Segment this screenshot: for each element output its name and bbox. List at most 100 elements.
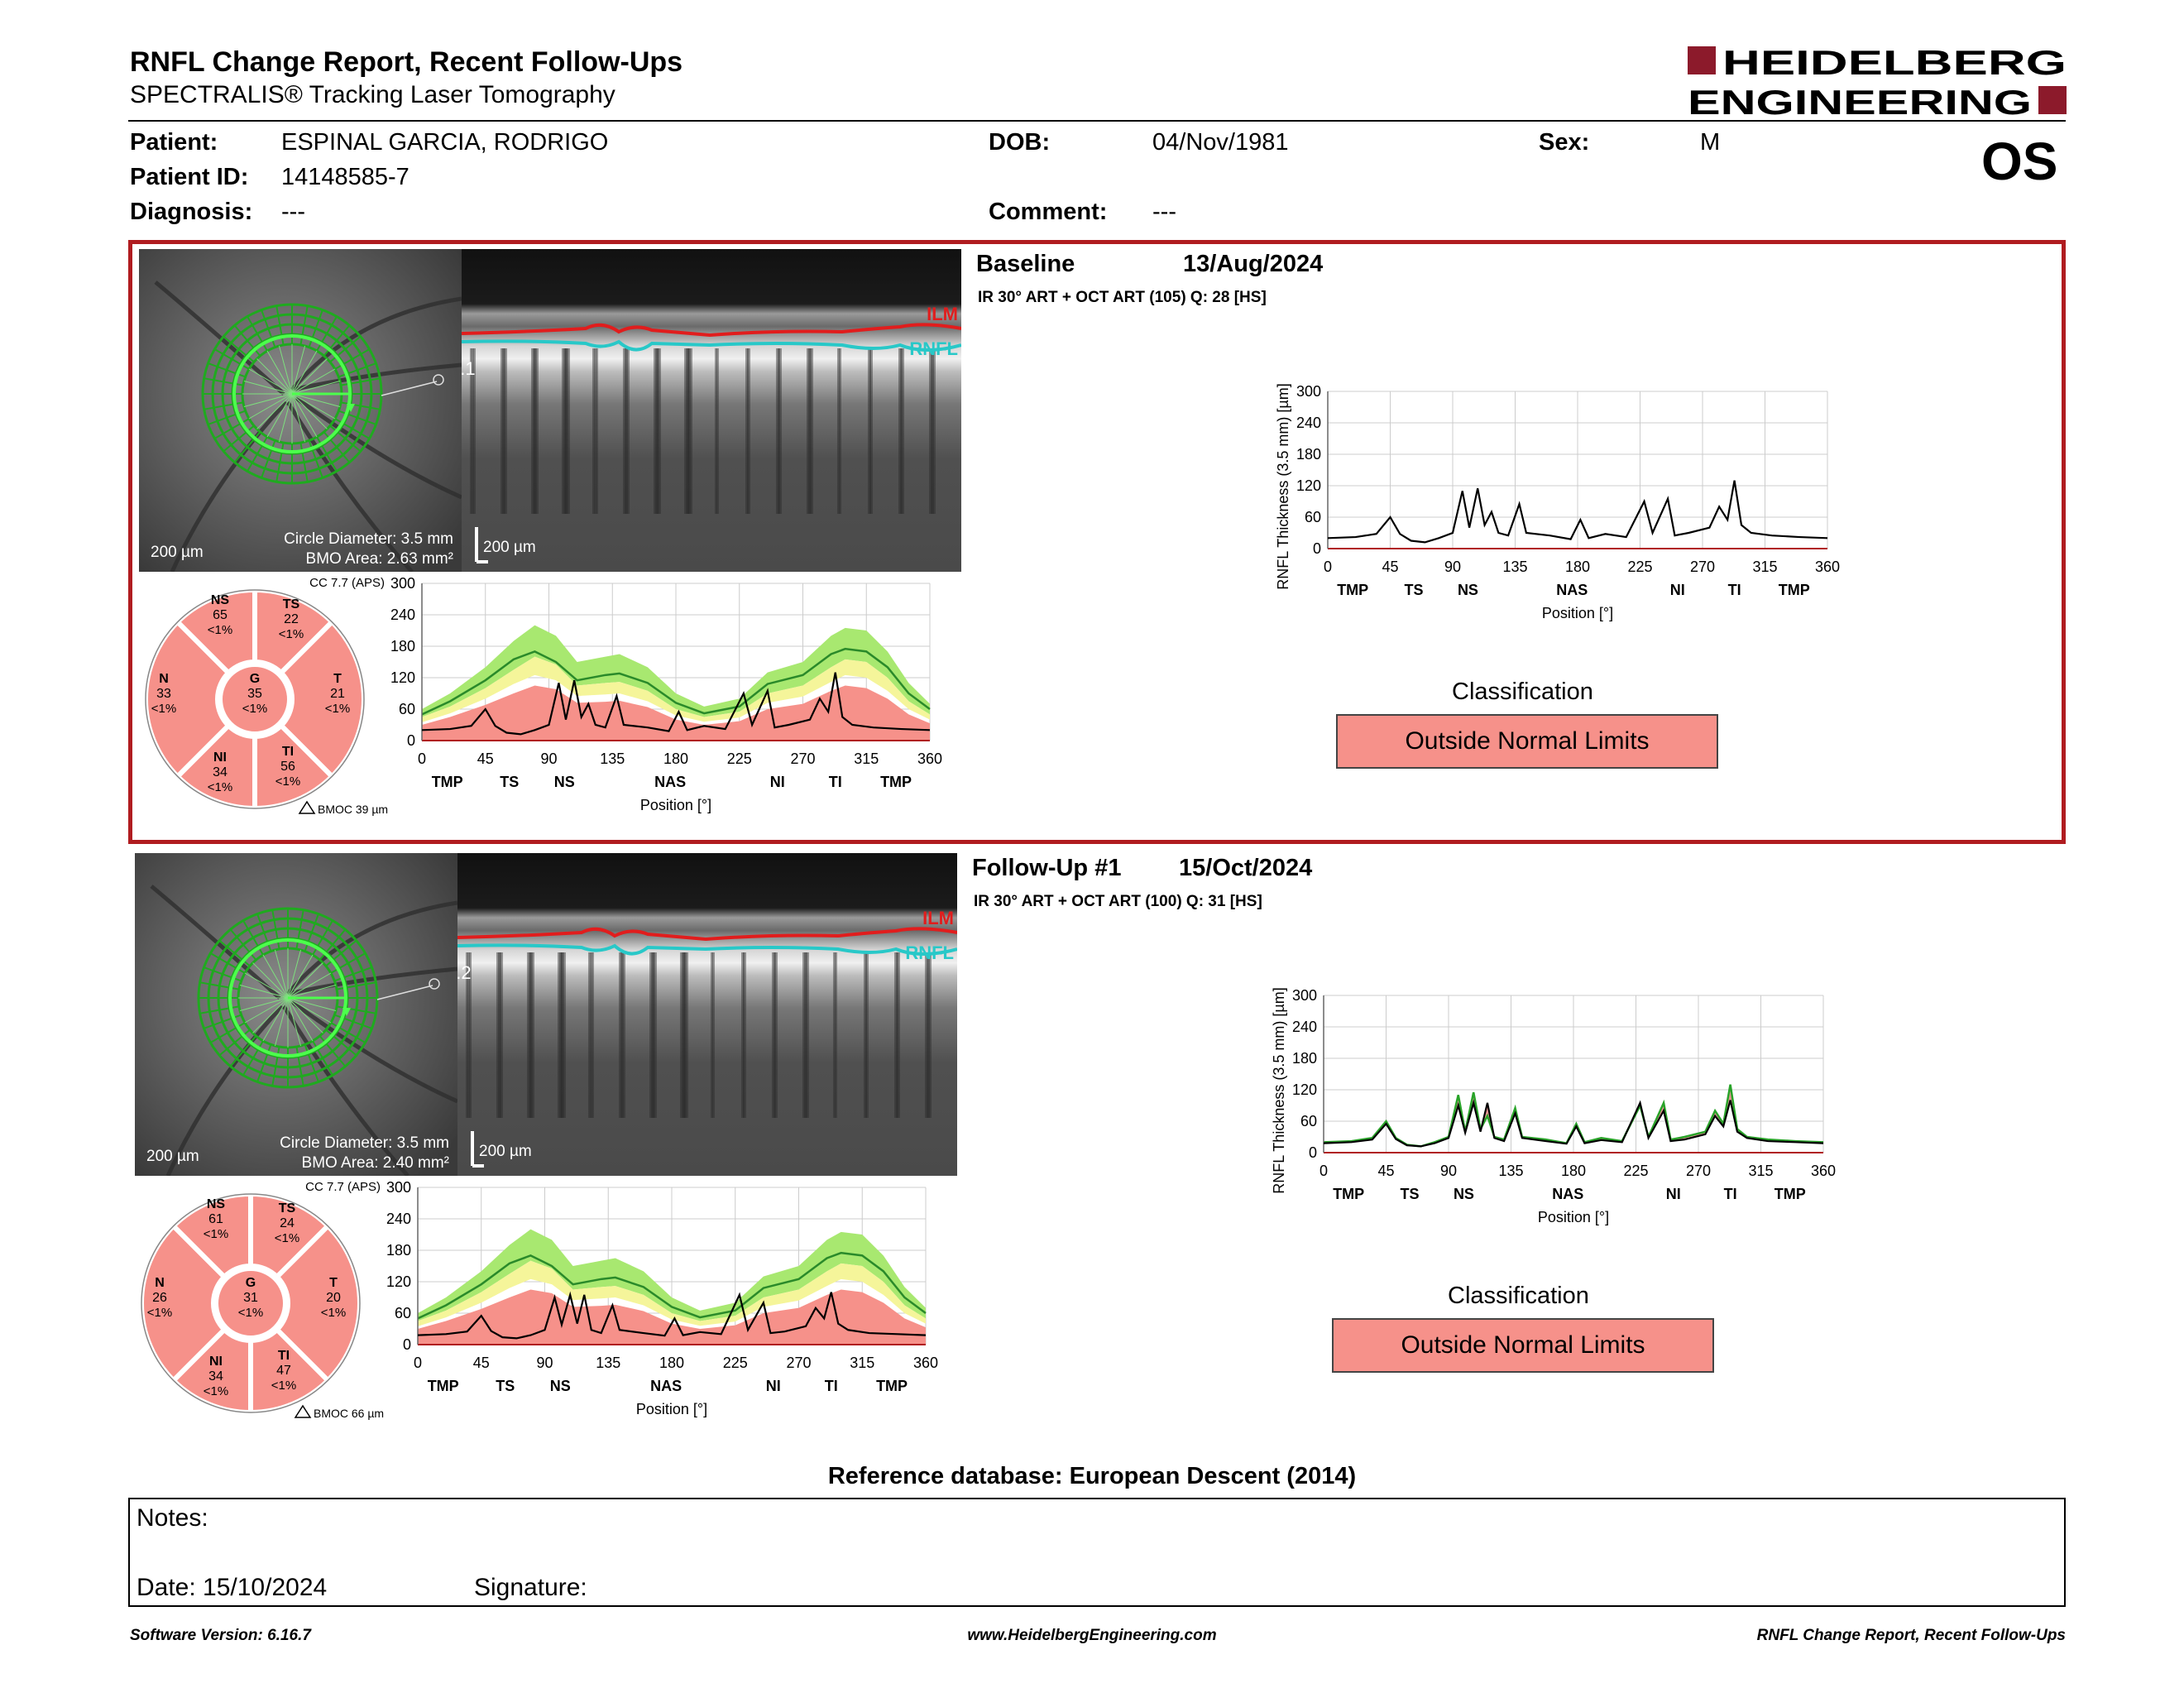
oct-shadow [929,348,934,514]
circle-diameter: Circle Diameter: 3.5 mm [280,1134,449,1152]
oct-shadow [498,952,501,1118]
readout-marker [429,978,440,990]
oct-shadow [835,952,837,1118]
x-tick-label: 270 [790,750,815,767]
oct-shadow [833,952,836,1118]
oct-shadow [896,952,900,1118]
y-tick-label: 300 [1296,383,1321,400]
sector-g[interactable] [219,664,290,735]
oct-shadow [619,952,622,1118]
sector-axis-label: NAS [1556,582,1588,598]
oct-shadow [680,952,685,1118]
y-tick-label: 120 [1296,477,1321,494]
x-tick-label: 90 [540,750,557,767]
sector-value-t: 21 [330,687,345,701]
y-tick-label: 240 [1296,415,1321,431]
sector-g[interactable] [215,1268,286,1339]
sector-pct-ts: <1% [279,627,304,641]
oct-shadow [837,348,840,514]
ilm-label: ILM [927,304,958,324]
sector-value-ti: 47 [276,1364,291,1378]
sector-axis-label: NI [1670,582,1685,598]
comment-label: Comment: [989,199,1108,225]
sector-pct-t: <1% [321,1306,346,1320]
oct-background [457,853,957,1176]
sector-axis-label: TMP [880,774,912,790]
oct-shadow [654,348,658,514]
oct-shadow [682,952,687,1118]
sector-label-t: T [333,672,342,686]
y-tick-label: 240 [1292,1019,1317,1035]
oct-readout: 2.1 [462,358,476,379]
sector-axis-label: NS [1458,582,1478,598]
classification-label: Classification [1448,1283,1589,1309]
sector-wheel[interactable]: CC 7.7 (APS)NS61<1%TS24<1%N26<1%G31<1%T2… [128,1177,393,1426]
sector-value-ns: 61 [208,1212,223,1226]
normative-mean-line [421,647,931,716]
footer-report-name: RNFL Change Report, Recent Follow-Ups [1756,1627,2066,1644]
sector-pct-ni: <1% [208,780,232,794]
delta-icon [294,1404,312,1418]
sector-axis-label: TMP [1337,582,1368,598]
rnfl-boundary [462,339,961,352]
diagnosis-value: --- [281,199,305,225]
rnfl-thickness-line [421,672,931,736]
normal-band-green [422,625,930,717]
y-tick-label: 120 [1292,1081,1317,1098]
oct-shadow [807,348,812,514]
y-tick-label: 0 [407,732,415,749]
rnfl-profile-chart[interactable]: 0 60 120 180 240 300 0 45 90 135 180 225 270 315 360 TM… [389,573,968,830]
ilm-boundary [457,927,957,942]
scan-direction-icon [342,1008,351,1016]
scan-info: IR 30° ART + OCT ART (100) Q: 31 [HS] [974,893,1262,910]
x-tick-label: 90 [1440,1163,1457,1179]
ilm-label: ILM [922,908,954,928]
sector-axis-label: TMP [1774,1186,1806,1202]
sector-axis-label: TI [825,1378,838,1394]
oct-shadow [776,348,780,514]
sector-pct-ns: <1% [208,623,232,637]
fundus-image[interactable]: 200 µm Circle Diameter: 3.5 mm BMO Area: 2… [139,249,462,572]
sector-axis-label: NI [1666,1186,1681,1202]
y-tick-label: 60 [1300,1113,1317,1129]
rnfl-change-chart[interactable]: 0 60 120 180 240 300 0 45 90 135 180 225 270 315 360 TM… [1195,981,1915,1237]
sector-value-n: 33 [156,687,171,701]
y-tick-label: 300 [1292,987,1317,1004]
oct-shadow [683,952,688,1118]
footer-website[interactable]: www.HeidelbergEngineering.com [967,1627,1217,1644]
oct-shadow [684,348,689,514]
x-tick-label: 0 [414,1355,422,1371]
sector-axis-label: NAS [1552,1186,1583,1202]
oct-bscan[interactable]: ILM RNFL 1.2 200 µm [457,853,957,1176]
patient-label: Patient: [130,129,218,156]
oct-shadow [925,952,930,1118]
notes-box[interactable]: Notes: Date: 15/10/2024 Signature: [128,1498,2066,1607]
rnfl-profile-chart[interactable]: 0 60 120 180 240 300 0 45 90 135 180 225 270 315 360 TM… [385,1177,964,1434]
rnfl-change-chart[interactable]: 0 60 120 180 240 300 0 45 90 135 180 225 270 315 360 TM… [1200,376,1919,633]
sector-axis-label: TI [829,774,842,790]
oct-shadow [563,348,568,514]
x-tick-label: 90 [1444,559,1461,575]
fundus-background [139,249,462,572]
oct-shadow [472,348,474,514]
readout-leader [376,985,433,1000]
fundus-vessel [150,885,281,1000]
fundus-image[interactable]: 200 µm Circle Diameter: 3.5 mm BMO Area: 2… [135,853,457,1176]
x-tick-label: 45 [477,750,494,767]
sector-pct-ts: <1% [275,1231,299,1245]
sector-axis-label: TMP [1779,582,1810,598]
sector-wheel[interactable]: CC 7.7 (APS)NS65<1%TS22<1%N33<1%G35<1%T2… [132,573,397,822]
normative-mean-line [417,1251,927,1320]
sector-value-g: 35 [247,687,262,701]
x-tick-label: 315 [854,750,879,767]
oct-shadow [655,348,659,514]
rnfl-boundary [457,943,957,956]
oct-bscan[interactable]: ILM RNFL 2.1 200 µm [462,249,961,572]
oct-shadow [865,952,869,1118]
y-axis-label: RNFL Thickness (3.5 mm) [µm] [1275,383,1291,589]
sector-pct-ni: <1% [204,1384,228,1398]
sector-pct-g: <1% [242,702,267,716]
sector-axis-label: TS [1401,1186,1420,1202]
readout-marker [433,374,444,386]
x-tick-label: 225 [1623,1163,1648,1179]
